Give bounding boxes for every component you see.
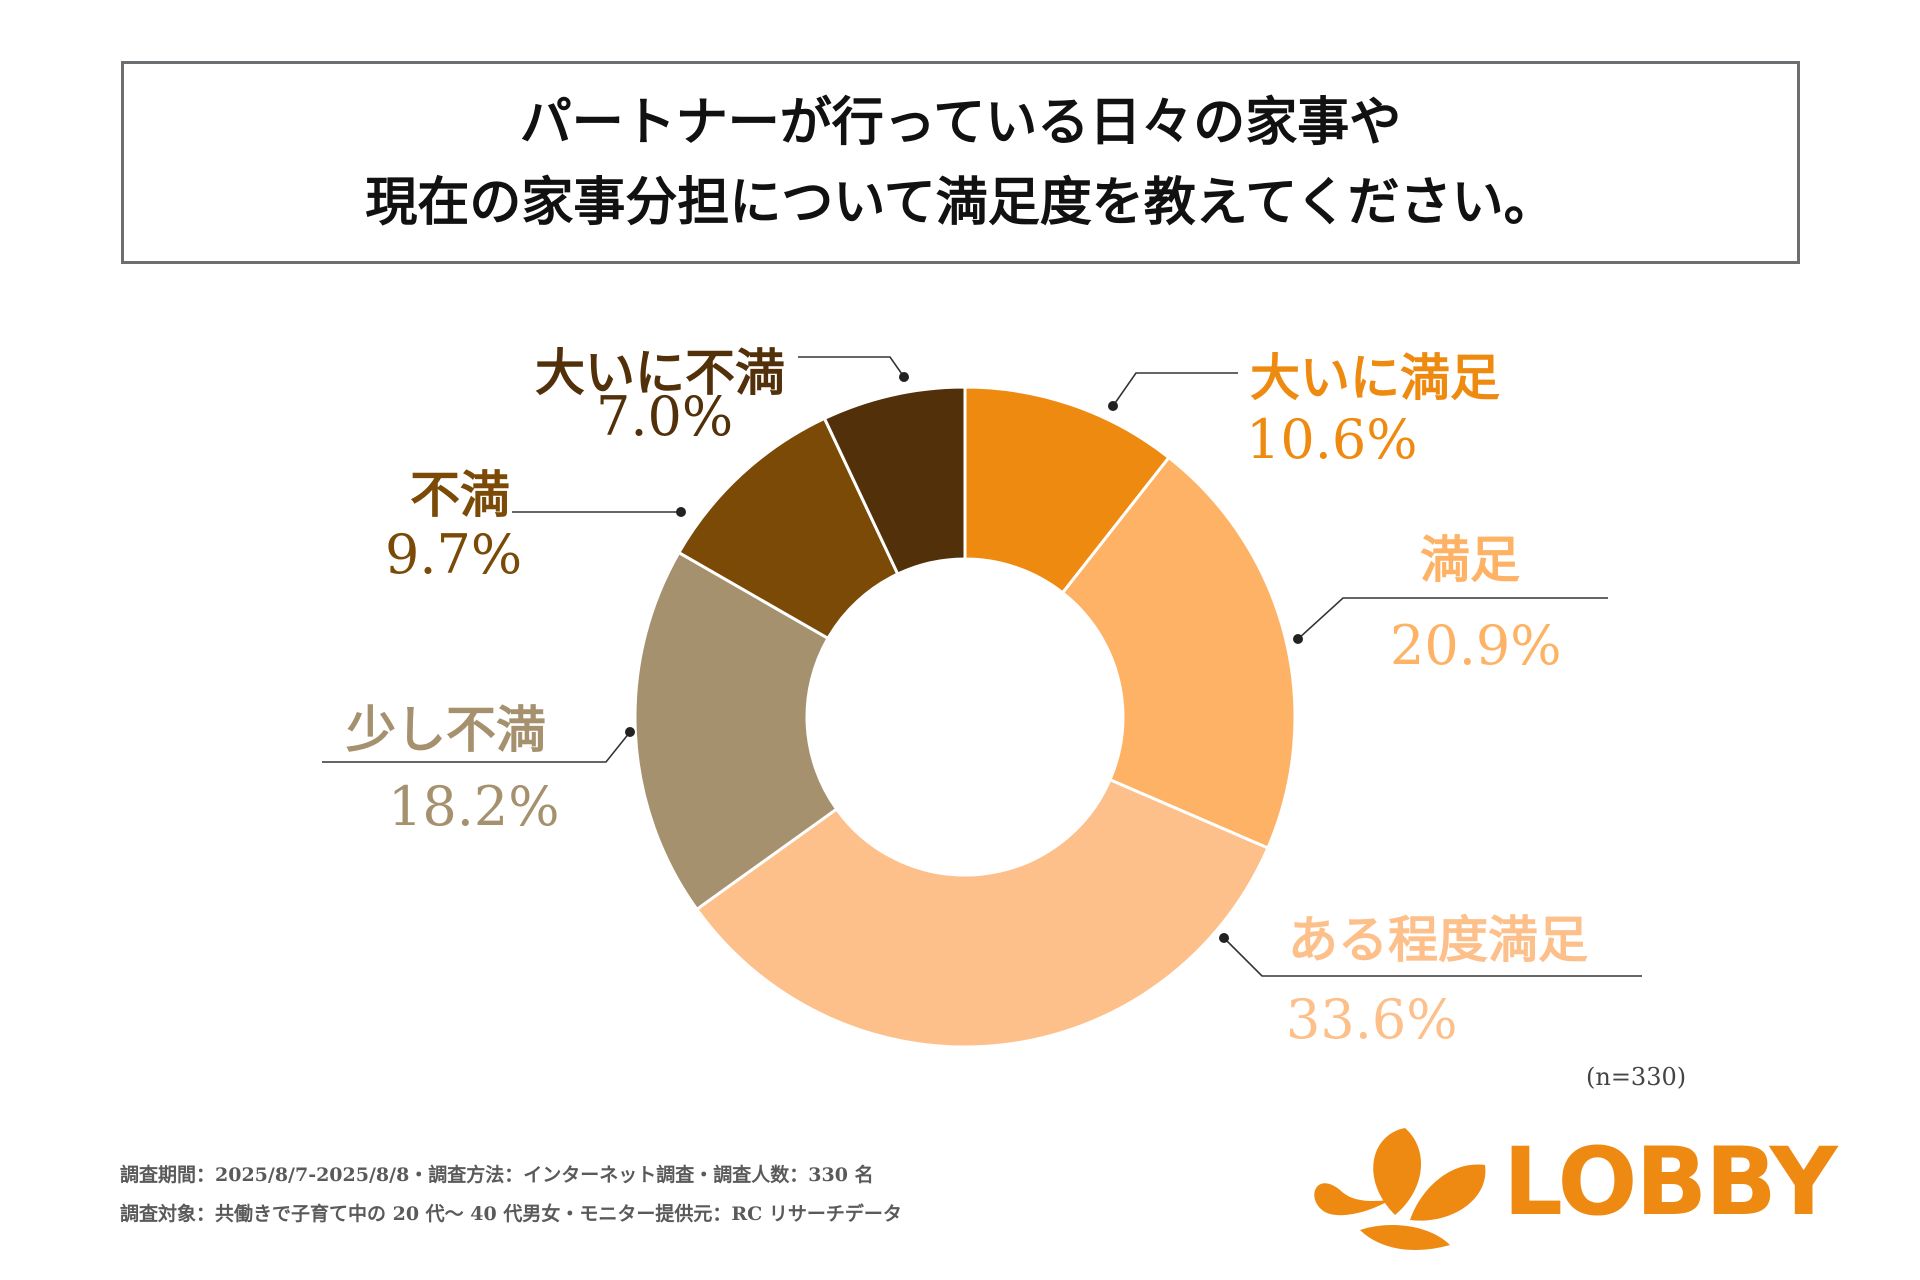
survey-footnote-2: 調査対象：共働きで子育て中の 20 代〜 40 代男女・モニター提供元：RC リ… bbox=[120, 1203, 902, 1225]
value-label-0: 10.6% bbox=[1246, 408, 1418, 471]
leader-dot-2 bbox=[1219, 933, 1229, 943]
donut-slice-1 bbox=[1060, 455, 1297, 851]
category-label-1: 満足 bbox=[1420, 530, 1520, 589]
category-label-2: ある程度満足 bbox=[1288, 910, 1588, 969]
chart-title-line-2: 現在の家事分担について満足度を教えてください。 bbox=[365, 171, 1556, 233]
leader-dot-4 bbox=[676, 507, 686, 517]
leader-line-5 bbox=[798, 356, 905, 378]
category-label-3: 少し不満 bbox=[346, 700, 546, 759]
value-label-1: 20.9% bbox=[1390, 614, 1562, 677]
brand-logo-text: LOBBY bbox=[1503, 1128, 1838, 1237]
survey-footnote-1: 調査期間：2025/8/7-2025/8/8・調査方法：インターネット調査・調査… bbox=[120, 1164, 874, 1186]
chart-title-line-1: パートナーが行っている日々の家事や bbox=[519, 91, 1402, 153]
leaf-logo-icon bbox=[1314, 1128, 1486, 1250]
leader-dot-3 bbox=[625, 727, 635, 737]
category-label-0: 大いに満足 bbox=[1250, 348, 1500, 407]
value-label-5: 7.0% bbox=[596, 385, 734, 448]
leader-line-0 bbox=[1112, 372, 1238, 407]
leader-dot-1 bbox=[1293, 634, 1303, 644]
value-label-2: 33.6% bbox=[1286, 988, 1458, 1051]
donut-slice-2 bbox=[694, 777, 1270, 1049]
leader-line-3 bbox=[322, 731, 631, 763]
donut-slice-3 bbox=[633, 550, 839, 912]
leader-dot-0 bbox=[1108, 401, 1118, 411]
category-label-5: 大いに不満 bbox=[535, 343, 785, 402]
value-label-3: 18.2% bbox=[388, 775, 560, 838]
donut-slice-5 bbox=[822, 385, 967, 577]
leader-dot-5 bbox=[899, 372, 909, 382]
leader-line-1 bbox=[1297, 597, 1608, 640]
value-label-4: 9.7% bbox=[385, 523, 523, 586]
leader-line-2 bbox=[1223, 937, 1642, 977]
sample-size-label: (n=330) bbox=[1586, 1063, 1687, 1091]
chart-title-box: パートナーが行っている日々の家事や 現在の家事分担について満足度を教えてください… bbox=[121, 61, 1800, 264]
category-label-4: 不満 bbox=[410, 465, 510, 524]
